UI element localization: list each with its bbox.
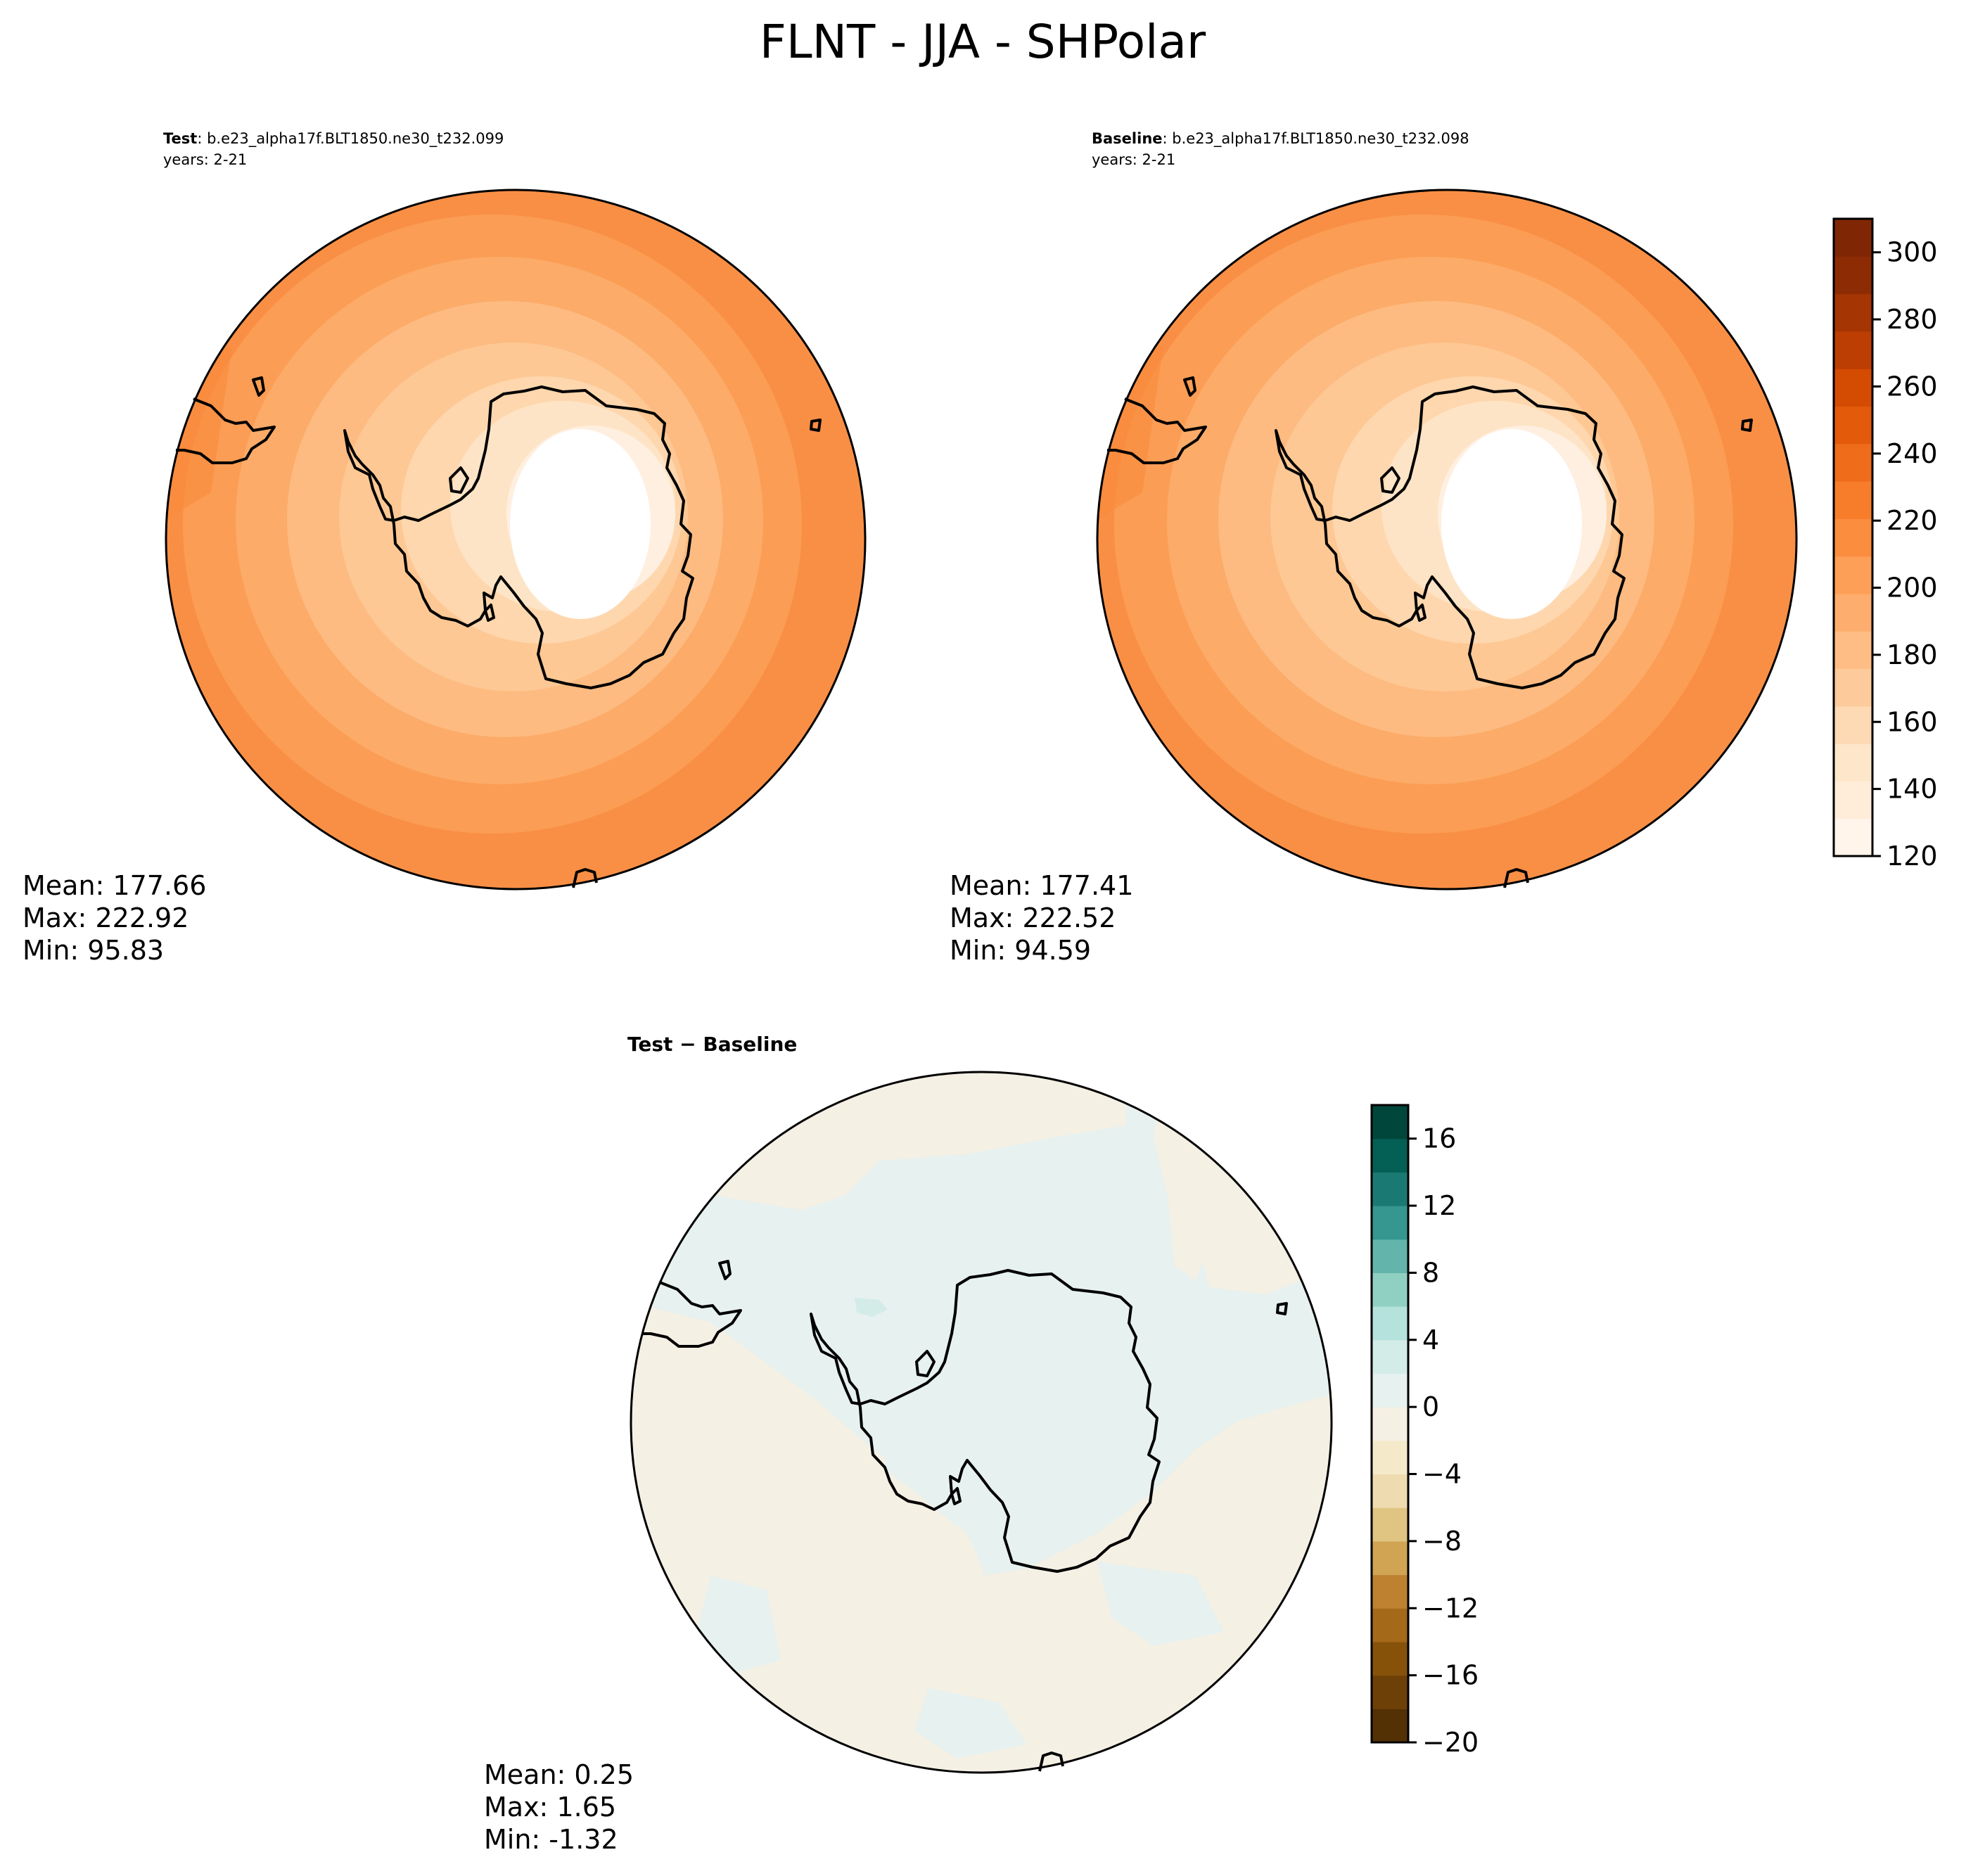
colorbar-absolute-tick-label: 220 <box>1887 505 1938 536</box>
colorbar-difference-swatch <box>1372 1709 1408 1743</box>
test-panel-label: Test: b.e23_alpha17f.BLT1850.ne30_t232.0… <box>163 130 504 148</box>
colorbar-absolute-swatch <box>1834 706 1872 744</box>
colorbar-absolute-swatch <box>1834 556 1872 594</box>
colorbar-absolute-frame <box>1832 217 1874 857</box>
diff-map <box>631 1072 1332 1773</box>
diff-panel: Test − Baseline Mean: 0.25 Max: 1.65 <box>484 1033 1333 1855</box>
colorbar-difference-tick-label: −4 <box>1422 1459 1462 1490</box>
colorbar-absolute-tick-label: 300 <box>1887 237 1938 268</box>
colorbar-difference-tick-label: −8 <box>1422 1526 1462 1557</box>
colorbar-absolute-tick-label: 160 <box>1887 706 1938 737</box>
diff-map-boundary <box>630 1071 1333 1774</box>
colorbar-absolute-swatch <box>1834 744 1872 782</box>
diff-stat-max: Max: 1.65 <box>484 1792 616 1823</box>
baseline-stat-max: Max: 222.52 <box>950 902 1116 933</box>
test-stat-mean: Mean: 177.66 <box>23 870 206 901</box>
colorbar-absolute-swatch <box>1834 781 1872 819</box>
colorbar-difference-swatch <box>1372 1641 1408 1676</box>
test-map <box>166 190 865 889</box>
colorbar-absolute-swatch <box>1834 331 1872 369</box>
colorbar-difference-swatch <box>1372 1608 1408 1642</box>
colorbar-difference-tick-label: −16 <box>1422 1660 1479 1691</box>
diff-stat-min: Min: -1.32 <box>484 1824 618 1855</box>
colorbar-difference-tick-label: −12 <box>1422 1593 1479 1623</box>
colorbar-difference-swatch <box>1372 1339 1408 1374</box>
colorbar-absolute-swatch <box>1834 406 1872 445</box>
colorbar-absolute-tick-label: 120 <box>1887 841 1938 872</box>
colorbar-difference-swatch <box>1372 1172 1408 1206</box>
colorbar-difference-swatch <box>1372 1105 1408 1140</box>
colorbar-difference-tick-label: −20 <box>1422 1727 1479 1758</box>
baseline-panel-label: Baseline: b.e23_alpha17f.BLT1850.ne30_t2… <box>1092 130 1469 148</box>
colorbar-absolute-tick-label: 280 <box>1887 304 1938 335</box>
colorbar-difference-swatch <box>1372 1272 1408 1307</box>
baseline-panel-years: years: 2-21 <box>1092 151 1175 168</box>
colorbar-absolute-swatch <box>1834 631 1872 670</box>
colorbar-difference-tick-label: 12 <box>1422 1190 1456 1221</box>
baseline-stat-min: Min: 94.59 <box>950 935 1091 966</box>
test-stat-max: Max: 222.92 <box>23 902 189 933</box>
test-panel-years: years: 2-21 <box>163 151 247 168</box>
colorbar-difference-swatch <box>1372 1138 1408 1173</box>
colorbar-difference-swatch <box>1372 1440 1408 1475</box>
colorbar-absolute-tick-label: 260 <box>1887 371 1938 402</box>
baseline-coastlines <box>1107 376 1753 888</box>
colorbar-absolute-tick-label: 180 <box>1887 639 1938 670</box>
colorbar-difference-swatch <box>1372 1675 1408 1709</box>
baseline-stat-mean: Mean: 177.41 <box>950 870 1133 901</box>
colorbar-absolute-swatch <box>1834 293 1872 332</box>
diff-panel-label: Test − Baseline <box>627 1033 797 1056</box>
colorbar-absolute-swatch <box>1834 668 1872 707</box>
colorbar-difference-swatch <box>1372 1407 1408 1441</box>
colorbar-difference-swatch <box>1372 1373 1408 1408</box>
colorbar-absolute-swatch <box>1834 443 1872 482</box>
colorbar-absolute-swatch <box>1834 593 1872 632</box>
colorbar-absolute-swatch <box>1834 256 1872 295</box>
colorbar-difference-swatch <box>1372 1206 1408 1240</box>
colorbar-difference-swatch <box>1372 1574 1408 1609</box>
diff-stat-mean: Mean: 0.25 <box>484 1759 634 1790</box>
colorbar-absolute-tick-label: 140 <box>1887 774 1938 805</box>
colorbar-difference-swatch <box>1372 1507 1408 1542</box>
colorbar-difference-swatch <box>1372 1540 1408 1576</box>
baseline-map <box>1097 190 1796 889</box>
colorbar-difference-tick-label: 4 <box>1422 1325 1439 1355</box>
test-map-boundary <box>165 189 867 891</box>
test-stat-min: Min: 95.83 <box>23 935 164 966</box>
colorbar-absolute-swatch <box>1834 518 1872 557</box>
colorbar-difference-swatch <box>1372 1239 1408 1274</box>
colorbar-difference-tick-label: 8 <box>1422 1257 1439 1288</box>
colorbar-difference-frame <box>1370 1104 1410 1744</box>
colorbar-difference: −20 −16 −12 −8 −4 0 4 8 12 16 <box>1370 1104 1479 1758</box>
colorbar-absolute-tick-label: 200 <box>1887 573 1938 604</box>
colorbar-absolute-swatch <box>1834 818 1872 857</box>
colorbar-absolute-tick-label: 240 <box>1887 438 1938 469</box>
baseline-panel: Baseline: b.e23_alpha17f.BLT1850.ne30_t2… <box>950 130 1798 966</box>
colorbar-difference-swatch <box>1372 1474 1408 1508</box>
diff-coastlines <box>642 1260 1288 1772</box>
colorbar-absolute: 120 140 160 180 200 220 240 260 280 300 <box>1832 217 1938 872</box>
colorbar-difference-swatch <box>1372 1306 1408 1341</box>
colorbar-difference-tick-label: 16 <box>1422 1123 1456 1154</box>
baseline-map-boundary <box>1096 189 1798 891</box>
colorbar-absolute-swatch <box>1834 219 1872 257</box>
colorbar-absolute-swatch <box>1834 369 1872 407</box>
colorbar-absolute-swatch <box>1834 481 1872 519</box>
figure-title: FLNT - JJA - SHPolar <box>760 15 1206 69</box>
colorbar-difference-tick-label: 0 <box>1422 1391 1439 1422</box>
test-panel: Test: b.e23_alpha17f.BLT1850.ne30_t232.0… <box>23 130 867 966</box>
test-coastlines <box>176 376 822 888</box>
